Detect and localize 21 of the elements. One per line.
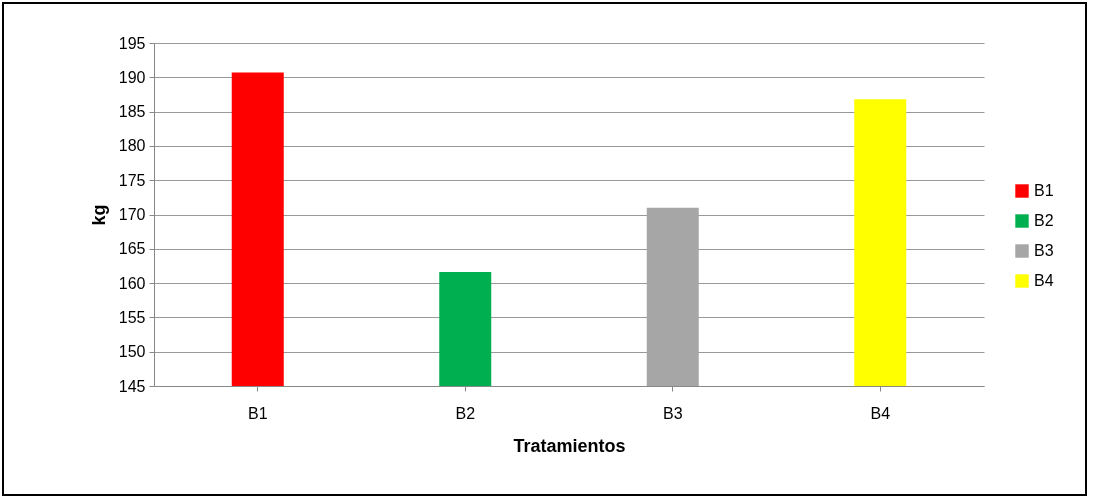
x-tick-label: B1 xyxy=(247,404,268,422)
y-tick-label: 155 xyxy=(118,308,146,326)
y-tick-label: 190 xyxy=(118,68,146,86)
x-tick-label: B2 xyxy=(455,404,476,422)
y-tick-label: 185 xyxy=(118,103,146,121)
y-tick-label: 170 xyxy=(118,206,146,223)
y-tick-label: 160 xyxy=(118,274,146,292)
legend-label: B4 xyxy=(1034,272,1054,289)
y-axis-title: kg xyxy=(88,204,109,226)
x-tick-label: B3 xyxy=(662,404,683,422)
x-tick-label: B4 xyxy=(870,404,891,422)
x-axis-title: Tratamientos xyxy=(513,435,626,456)
y-tick-label: 175 xyxy=(118,171,146,189)
legend-label: B2 xyxy=(1034,212,1054,229)
y-tick-label: 145 xyxy=(118,377,146,395)
y-tick-label: 150 xyxy=(118,343,146,361)
legend-label: B1 xyxy=(1034,182,1054,199)
y-tick-label: 165 xyxy=(118,240,146,258)
legend-label: B3 xyxy=(1034,242,1054,259)
y-tick-label: 180 xyxy=(118,137,146,155)
y-tick-label: 195 xyxy=(118,34,146,52)
